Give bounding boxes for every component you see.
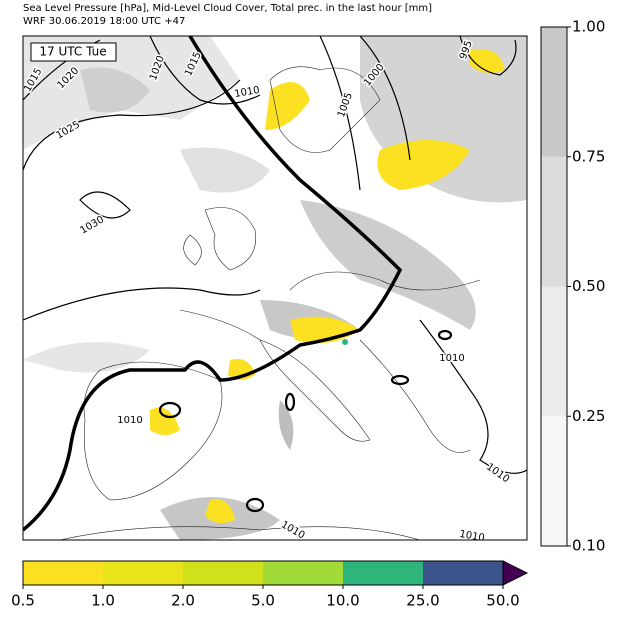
header-line2: WRF 30.06.2019 18:00 UTC +47	[23, 16, 185, 27]
time-label: 17 UTC Tue	[39, 45, 106, 59]
tick-label: 50.0	[486, 592, 519, 610]
tick-label: 5.0	[251, 592, 275, 610]
colorbar-band	[263, 561, 343, 585]
tick-label: 10.0	[326, 592, 359, 610]
tick-label: 25.0	[406, 592, 439, 610]
colorbar-band	[541, 286, 567, 417]
tick-label: 2.0	[171, 592, 195, 610]
tick-label: 0.50	[572, 277, 605, 295]
tick-label: 1.0	[91, 592, 115, 610]
tick-label: 0.5	[11, 592, 35, 610]
isobar-label: 1010	[117, 415, 142, 426]
tick-label: 1.00	[572, 18, 605, 36]
isobar-label: 1010	[439, 353, 464, 364]
colorbar-band	[183, 561, 263, 585]
colorbar-band	[103, 561, 183, 585]
tick-label: 0.75	[572, 147, 605, 165]
colorbar-band	[541, 27, 567, 157]
colorbar-band	[423, 561, 503, 585]
isobar-label: 1010	[234, 85, 261, 100]
colorbar-band	[23, 561, 103, 585]
tick-label: 0.25	[572, 407, 605, 425]
colorbar-extend	[502, 560, 529, 586]
precip-colorbar: 0.5 1.0 2.0 5.0 10.0 25.0 50.0	[11, 560, 529, 610]
header-line1: Sea Level Pressure [hPa], Mid-Level Clou…	[23, 3, 432, 14]
time-box	[30, 42, 117, 62]
cloud-cover	[23, 36, 527, 540]
colorbar-band	[343, 561, 423, 585]
colorbar-band	[541, 156, 567, 287]
isobars	[23, 36, 527, 532]
cloud-colorbar: 0.10 0.25 0.50 0.75 1.00	[540, 18, 605, 555]
colorbar-band	[541, 416, 567, 546]
tick-label: 0.10	[572, 537, 605, 555]
map-frame	[22, 35, 528, 541]
